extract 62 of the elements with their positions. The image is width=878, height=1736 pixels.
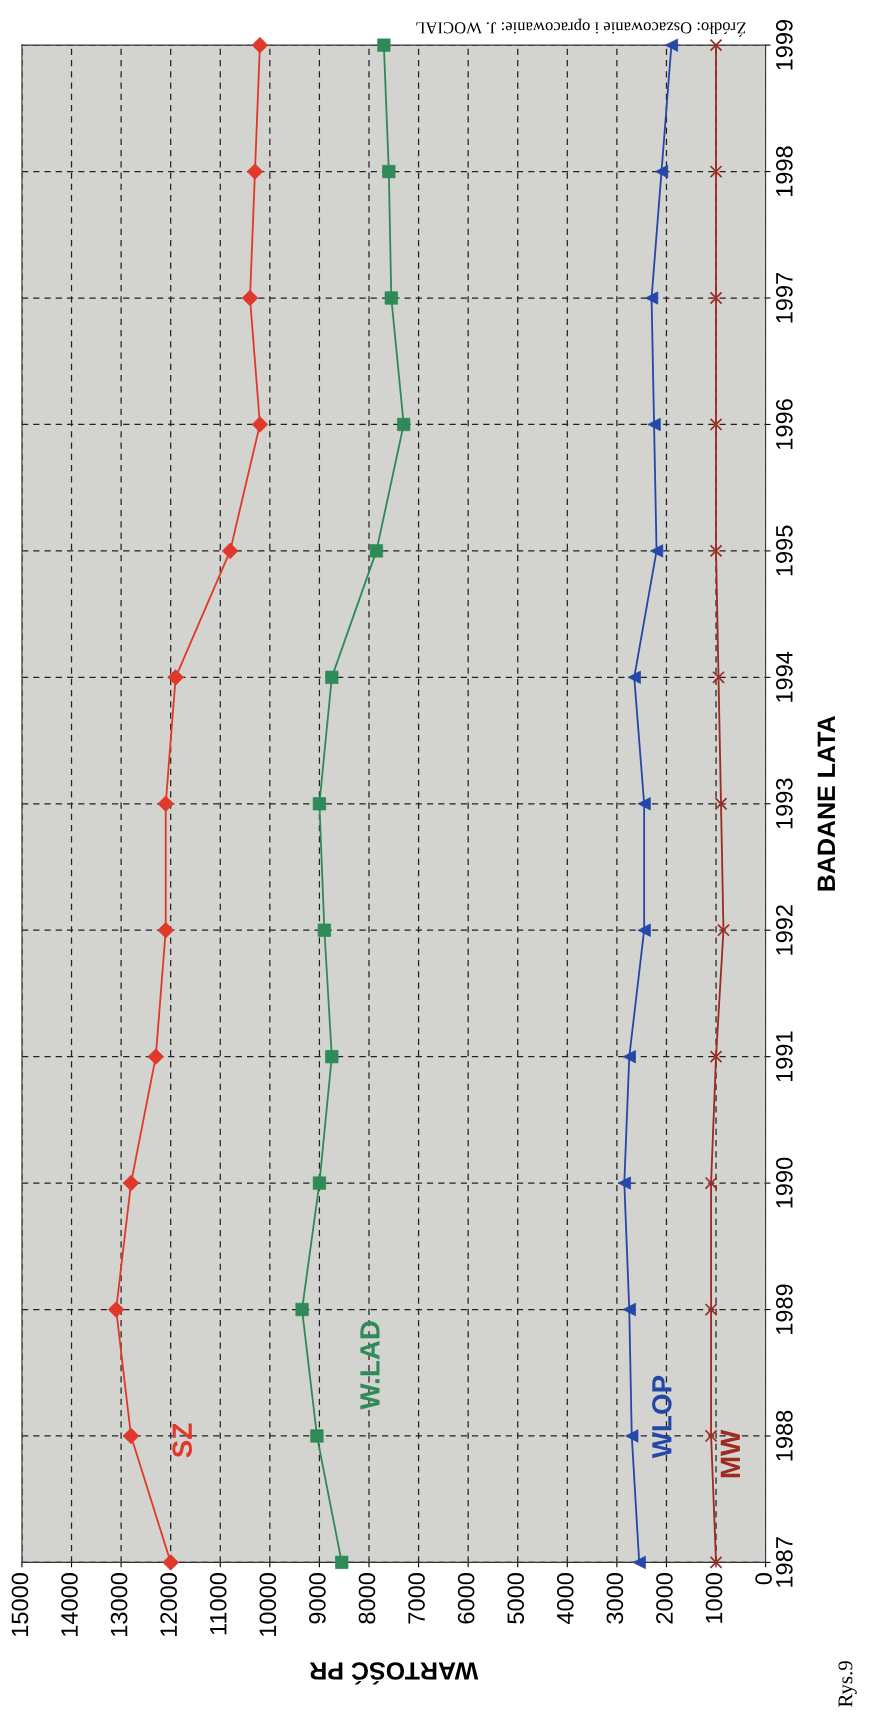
- point: [709, 165, 723, 178]
- text: WLOP: [651, 1375, 672, 1459]
- point: [712, 670, 725, 684]
- y-tick-label: 1989: [775, 1284, 793, 1334]
- x-tick-label: 4000: [556, 1573, 574, 1625]
- x-tick-label: 5000: [507, 1573, 525, 1624]
- x-tick-label: 10000: [259, 1573, 277, 1636]
- text: Źródło: Oszacowanie i opracowanie: J. WOCIAL: [416, 18, 746, 37]
- text: SZ: [172, 1423, 193, 1458]
- y-tick-label: 1993: [775, 778, 793, 829]
- y-tick-label: 1998: [775, 146, 793, 197]
- y-tick-label: 1996: [775, 399, 793, 449]
- point: [709, 38, 723, 52]
- point: [335, 1555, 349, 1569]
- y-tick-label: 1992: [775, 905, 793, 955]
- x-tick-label: 6000: [457, 1573, 475, 1624]
- point: [704, 1176, 718, 1190]
- x-axis-title: WARTOŚĆ PR: [309, 1662, 479, 1685]
- y-tick-label: 1987: [775, 1537, 793, 1587]
- point: [717, 923, 730, 937]
- point: [107, 1301, 125, 1318]
- x-tick-label: 2000: [656, 1573, 673, 1624]
- text: MW: [720, 1429, 740, 1478]
- point: [312, 1176, 327, 1190]
- point: [251, 416, 269, 433]
- point: [704, 1429, 718, 1443]
- y-tick-label: 1999: [775, 19, 793, 70]
- point: [397, 417, 411, 432]
- y-tick-label: 1994: [775, 651, 793, 702]
- x-tick-label: 0: [755, 1573, 772, 1585]
- y-tick-label: 1995: [775, 525, 793, 576]
- point: [317, 923, 331, 937]
- point: [709, 1050, 723, 1064]
- y-tick-label: 1997: [775, 272, 793, 323]
- point: [162, 1554, 179, 1571]
- y-tick-label: 1991: [775, 1031, 793, 1082]
- point: [704, 1303, 718, 1316]
- y-tick-label: 1988: [775, 1410, 793, 1461]
- x-tick-label: 9000: [309, 1573, 326, 1624]
- point: [714, 797, 728, 811]
- point: [246, 163, 264, 180]
- text: W.LAD: [360, 1321, 380, 1410]
- x-tick-label: 8000: [358, 1573, 376, 1624]
- point: [709, 1556, 723, 1569]
- point: [709, 418, 723, 431]
- point: [295, 1302, 309, 1317]
- x-tick-label: 11000: [209, 1573, 227, 1635]
- text: Rys.9: [838, 1661, 857, 1707]
- x-tick-label: 14000: [61, 1573, 78, 1636]
- point: [325, 1050, 339, 1064]
- y-axis-title: BADANE LATA: [817, 716, 835, 891]
- x-tick-label: 1000: [705, 1573, 723, 1623]
- x-tick-label: 12000: [160, 1573, 178, 1636]
- y-tick-label: 1990: [775, 1157, 793, 1208]
- point: [709, 544, 723, 558]
- point: [622, 1302, 636, 1317]
- x-tick-label: 15000: [11, 1573, 29, 1636]
- point: [709, 291, 723, 305]
- x-tick-label: 13000: [110, 1573, 128, 1636]
- point: [384, 291, 398, 305]
- x-tick-label: 3000: [606, 1573, 624, 1624]
- x-tick-label: 7000: [408, 1573, 425, 1624]
